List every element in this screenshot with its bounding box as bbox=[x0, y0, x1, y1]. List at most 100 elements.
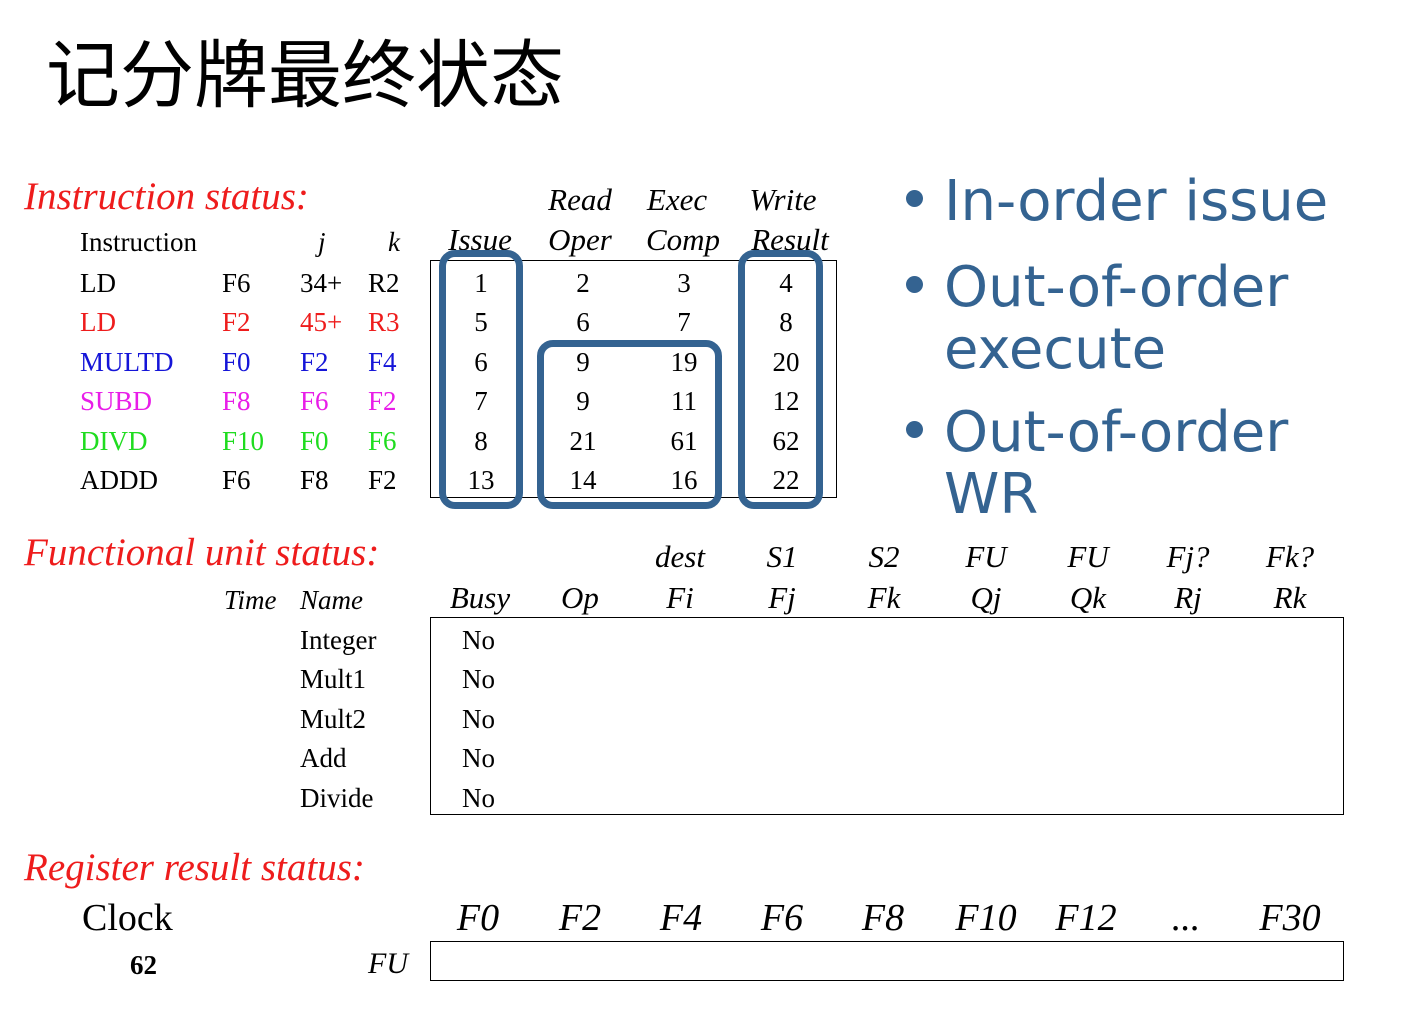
register-result-table bbox=[430, 941, 1344, 981]
instruction-dest: F6 bbox=[222, 465, 251, 495]
issue-column-highlight bbox=[439, 250, 523, 509]
fu-unit-name: Mult2 bbox=[300, 704, 367, 734]
issue-cycle: 6 bbox=[474, 347, 488, 377]
instruction-dest: F0 bbox=[222, 347, 251, 377]
issue-cycle: 13 bbox=[467, 465, 495, 495]
register-header: F4 bbox=[659, 897, 703, 939]
col-header-read-bottom: Oper bbox=[548, 222, 612, 257]
instruction-k: R3 bbox=[368, 307, 400, 337]
instruction-dest: F2 bbox=[222, 307, 251, 337]
fu-row-label: FU bbox=[368, 947, 408, 980]
fu-col-top-rk: Fk? bbox=[1265, 539, 1315, 574]
fu-col-fk: Fk bbox=[867, 580, 901, 615]
fu-col-fj: Fj bbox=[768, 580, 796, 615]
col-header-instruction: Instruction bbox=[80, 227, 197, 257]
bullet-dot-icon bbox=[906, 276, 923, 293]
register-header: F12 bbox=[1055, 897, 1117, 939]
bullet-dot-icon bbox=[906, 421, 923, 438]
instruction-j: F0 bbox=[300, 426, 329, 456]
fu-col-top-rj: Fj? bbox=[1166, 539, 1210, 574]
register-header: ... bbox=[1171, 897, 1201, 939]
col-header-k: k bbox=[388, 227, 400, 257]
fu-col-qj: Qj bbox=[970, 580, 1002, 615]
clock-value: 62 bbox=[130, 950, 157, 980]
fu-unit-busy: No bbox=[462, 625, 495, 655]
exec-comp-cycle: 11 bbox=[671, 386, 697, 416]
instruction-status-table bbox=[430, 260, 837, 498]
register-header: F30 bbox=[1259, 897, 1321, 939]
write-result-cycle: 62 bbox=[772, 426, 800, 456]
instruction-dest: F8 bbox=[222, 386, 251, 416]
col-header-exec-bottom: Comp bbox=[645, 222, 721, 257]
instruction-k: F2 bbox=[368, 465, 397, 495]
fu-unit-busy: No bbox=[462, 704, 495, 734]
fu-col-qk: Qk bbox=[1069, 580, 1107, 615]
register-header: F0 bbox=[456, 897, 500, 939]
bullet-text-continued: execute bbox=[944, 317, 1167, 382]
read-oper-cycle: 21 bbox=[569, 426, 597, 456]
fu-unit-name: Mult1 bbox=[300, 664, 367, 694]
issue-cycle: 5 bbox=[474, 307, 488, 337]
read-oper-cycle: 14 bbox=[569, 465, 597, 495]
fu-col-top-fi: dest bbox=[655, 539, 705, 574]
exec-comp-cycle: 7 bbox=[677, 307, 691, 337]
instruction-op: ADDD bbox=[80, 465, 158, 495]
fu-unit-name: Add bbox=[300, 743, 347, 773]
bullet-dot-icon bbox=[906, 190, 923, 207]
col-header-write-top: Write bbox=[749, 182, 817, 217]
register-header: F6 bbox=[760, 897, 804, 939]
functional-unit-status-heading: Functional unit status: bbox=[24, 531, 380, 574]
register-header: F8 bbox=[861, 897, 905, 939]
instruction-dest: F6 bbox=[222, 268, 251, 298]
execute-highlight bbox=[537, 340, 722, 509]
exec-comp-cycle: 61 bbox=[670, 426, 698, 456]
fu-col-fi: Fi bbox=[666, 580, 694, 615]
read-oper-cycle: 6 bbox=[576, 307, 590, 337]
col-header-read-top: Read bbox=[548, 182, 612, 217]
bullet-text: In-order issue bbox=[944, 169, 1329, 234]
instruction-k: F4 bbox=[368, 347, 397, 377]
fu-col-busy: Busy bbox=[449, 580, 511, 615]
instruction-k: F2 bbox=[368, 386, 397, 416]
fu-col-top-qj: FU bbox=[965, 539, 1007, 574]
instruction-j: F8 bbox=[300, 465, 329, 495]
instruction-j: 45+ bbox=[300, 307, 343, 337]
fu-col-name: Name bbox=[300, 585, 363, 615]
write-result-cycle: 22 bbox=[772, 465, 800, 495]
exec-comp-cycle: 3 bbox=[677, 268, 691, 298]
instruction-j: F2 bbox=[300, 347, 329, 377]
exec-comp-cycle: 19 bbox=[670, 347, 698, 377]
fu-col-top-fk: S2 bbox=[868, 539, 900, 574]
register-result-status-heading: Register result status: bbox=[24, 846, 365, 889]
instruction-k: R2 bbox=[368, 268, 400, 298]
instruction-dest: F10 bbox=[222, 426, 265, 456]
read-oper-cycle: 2 bbox=[576, 268, 590, 298]
issue-cycle: 1 bbox=[474, 268, 488, 298]
instruction-k: F6 bbox=[368, 426, 397, 456]
bullet-text: Out-of-order bbox=[944, 255, 1289, 320]
write-result-cycle: 20 bbox=[772, 347, 800, 377]
fu-unit-busy: No bbox=[462, 783, 495, 813]
col-header-j: j bbox=[318, 227, 326, 257]
clock-label: Clock bbox=[82, 897, 173, 939]
read-oper-cycle: 9 bbox=[576, 386, 590, 416]
fu-unit-busy: No bbox=[462, 743, 495, 773]
fu-col-rj: Rj bbox=[1174, 580, 1202, 615]
fu-unit-name: Integer bbox=[300, 625, 377, 655]
instruction-op: LD bbox=[80, 307, 116, 337]
fu-col-top-qk: FU bbox=[1067, 539, 1109, 574]
fu-col-time: Time bbox=[224, 585, 277, 615]
issue-cycle: 7 bbox=[474, 386, 488, 416]
write-result-cycle: 8 bbox=[779, 307, 793, 337]
instruction-j: F6 bbox=[300, 386, 329, 416]
write-result-cycle: 12 bbox=[772, 386, 800, 416]
register-header: F10 bbox=[955, 897, 1017, 939]
functional-unit-table bbox=[430, 617, 1344, 815]
read-oper-cycle: 9 bbox=[576, 347, 590, 377]
instruction-status-heading: Instruction status: bbox=[24, 175, 309, 218]
write-result-highlight bbox=[738, 250, 823, 509]
instruction-op: LD bbox=[80, 268, 116, 298]
col-header-exec-top: Exec bbox=[646, 182, 708, 217]
bullet-text: Out-of-order bbox=[944, 400, 1289, 465]
instruction-op: DIVD bbox=[80, 426, 148, 456]
